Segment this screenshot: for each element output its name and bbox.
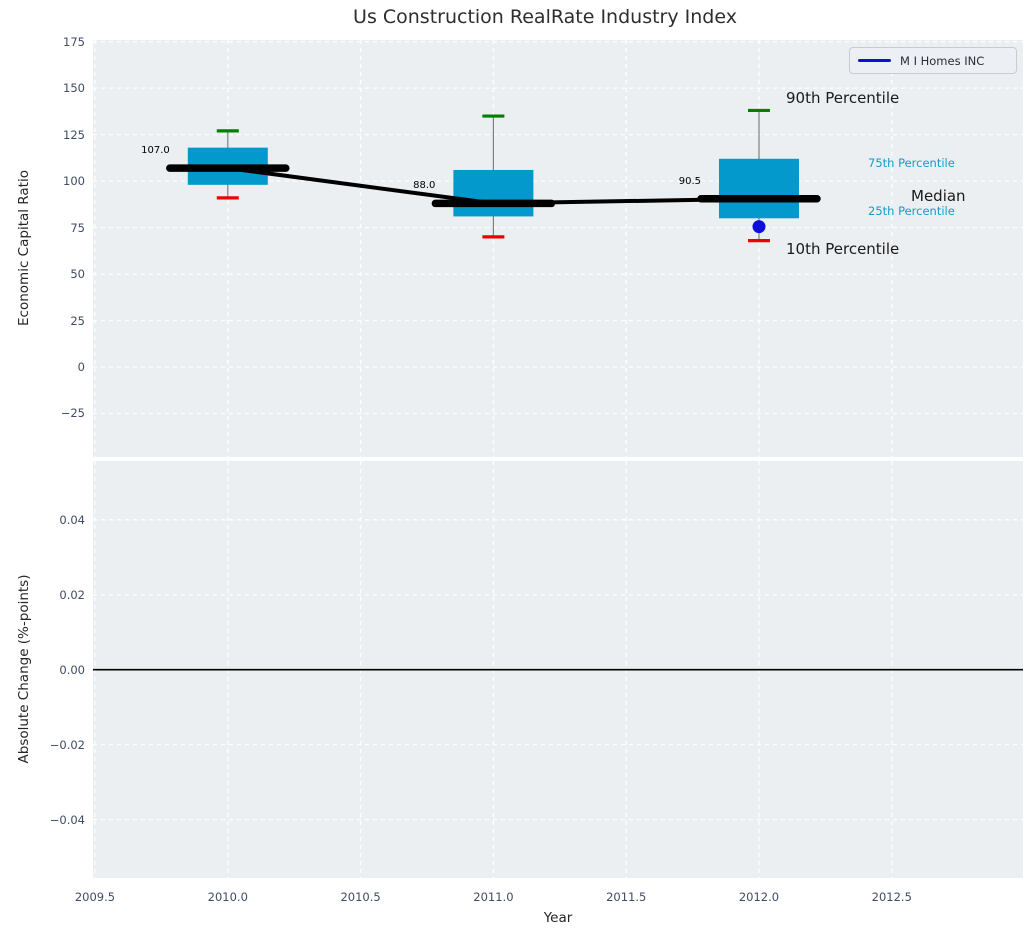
xtick-4: 2011.5 (606, 890, 647, 904)
legend-line-sample (858, 59, 891, 62)
y-axis-label-bottom: Absolute Change (%-points) (16, 574, 32, 764)
bottom-ytick-3: −0.02 (49, 737, 85, 752)
annotation-median: Median (911, 186, 966, 205)
x-axis-label: Year (543, 910, 573, 926)
iqr-box-2012 (718, 158, 799, 219)
top-ytick-5: 50 (70, 267, 85, 282)
median-value-label-2010: 107.0 (141, 145, 170, 157)
company-marker-2012 (752, 220, 766, 234)
annotation-25th-percentile: 25th Percentile (868, 204, 955, 219)
xtick-2: 2010.5 (340, 890, 381, 904)
legend-label: M I Homes INC (900, 53, 985, 68)
chart-title: Us Construction RealRate Industry Index (353, 6, 737, 28)
y-axis-label-top: Economic Capital Ratio (16, 170, 32, 326)
xtick-5: 2012.0 (738, 890, 780, 904)
top-panel-bg (93, 40, 1023, 457)
annotation-10th-percentile: 10th Percentile (786, 239, 900, 258)
top-ytick-7: 0 (77, 360, 85, 375)
xtick-6: 2012.5 (871, 890, 912, 904)
xtick-0: 2009.5 (74, 890, 116, 904)
bottom-ytick-2: 0.00 (59, 662, 85, 677)
top-ytick-2: 125 (63, 127, 85, 142)
bottom-ytick-0: 0.04 (59, 512, 85, 527)
xtick-3: 2011.0 (473, 890, 514, 904)
top-ytick-0: 175 (63, 34, 85, 49)
legend: M I Homes INC (849, 47, 1017, 74)
top-ytick-1: 150 (63, 81, 85, 96)
annotation-90th-percentile: 90th Percentile (786, 89, 900, 108)
top-ytick-4: 75 (70, 220, 85, 235)
median-value-label-2012: 90.5 (678, 175, 701, 187)
bottom-ytick-1: 0.02 (59, 587, 85, 602)
median-value-label-2011: 88.0 (413, 180, 436, 192)
annotation-75th-percentile: 75th Percentile (868, 155, 955, 170)
xtick-1: 2010.0 (207, 890, 248, 904)
top-ytick-6: 25 (70, 313, 85, 328)
top-ytick-3: 100 (63, 174, 85, 189)
bottom-ytick-4: −0.04 (49, 812, 85, 827)
top-ytick-8: −25 (60, 406, 85, 421)
iqr-box-2011 (453, 169, 534, 217)
